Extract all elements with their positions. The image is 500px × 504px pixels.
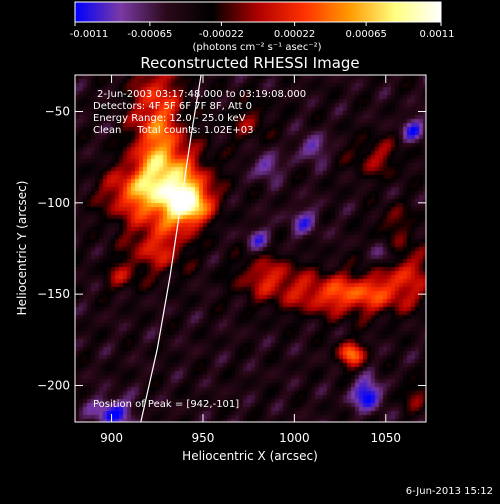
chart-title: Reconstructed RHESSI Image	[140, 54, 359, 72]
x-axis-ticks: 900 950 1000 1050	[100, 75, 401, 445]
x-tick-label: 950	[192, 431, 215, 445]
y-tick-label: −50	[45, 105, 70, 119]
y-axis-label: Heliocentric Y (arcsec)	[15, 181, 29, 316]
y-axis-ticks: −50 −100 −150 −200	[37, 105, 426, 392]
annotation-time-range: 2-Jun-2003 03:17:48.000 to 03:19:08.000	[97, 89, 306, 100]
x-tick-label: 1000	[279, 431, 310, 445]
colorbar: -0.0011 -0.00065 -0.00022 0.00022 0.00065 0.0…	[70, 1, 455, 53]
colorbar-tick-label: 0.00065	[345, 29, 386, 40]
x-axis-label: Heliocentric X (arcsec)	[182, 449, 318, 463]
y-tick-label: −100	[37, 196, 70, 210]
colorbar-tick-label: -0.00022	[199, 29, 244, 40]
y-tick-label: −150	[37, 287, 70, 301]
solar-limb-line	[140, 75, 202, 422]
colorbar-ticks: -0.0011 -0.00065 -0.00022 0.00022 0.00065 0.0…	[70, 22, 455, 40]
x-tick-label: 1050	[371, 431, 402, 445]
annotation-clean-counts: Clean Total counts: 1.02E+03	[93, 125, 253, 136]
annotation-energy-range: Energy Range: 12.0 - 25.0 keV	[93, 113, 246, 124]
timestamp: 6-Jun-2013 15:12	[406, 486, 493, 497]
plot-frame	[74, 74, 427, 423]
colorbar-gradient	[74, 1, 442, 23]
colorbar-tick-label: -0.0011	[70, 29, 109, 40]
colorbar-unit-label: (photons cm⁻² s⁻¹ asec⁻²)	[192, 42, 321, 53]
plot-area: 900 950 1000 1050 −50 −100 −150 −200 2-Jun-200…	[37, 74, 427, 445]
annotation-detectors: Detectors: 4F 5F 6F 7F 8F, Att 0	[93, 101, 252, 112]
colorbar-tick-label: 0.0011	[420, 29, 455, 40]
y-tick-label: −200	[37, 378, 70, 392]
x-tick-label: 900	[100, 431, 123, 445]
colorbar-tick-label: 0.00022	[274, 29, 315, 40]
colorbar-tick-label: -0.00065	[127, 29, 172, 40]
annotation-peak-position: Position of Peak = [942,-101]	[93, 399, 239, 410]
heatmap-image	[75, 75, 426, 422]
